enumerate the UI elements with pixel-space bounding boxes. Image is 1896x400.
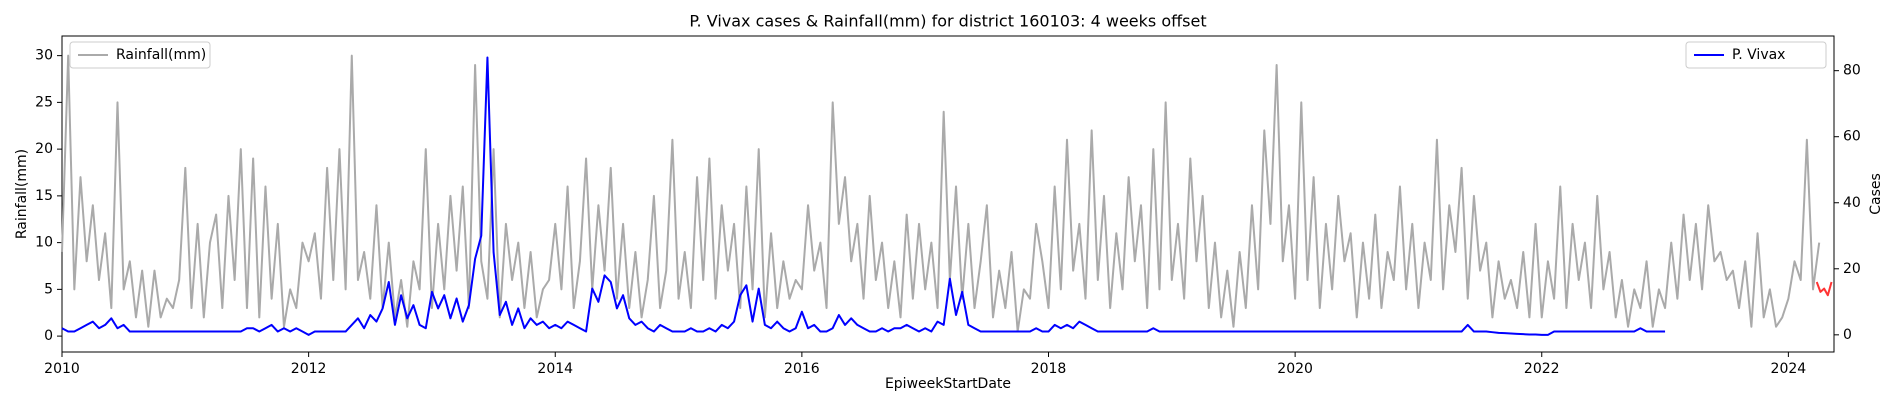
legend-label: P. Vivax: [1732, 47, 1785, 63]
legend-box: [1685, 41, 1827, 69]
y-tick-label: 10: [35, 235, 53, 251]
x-tick-label: 2020: [1277, 361, 1313, 377]
x-tick-label: 2022: [1524, 361, 1560, 377]
x-axis-label: EpiweekStartDate: [885, 376, 1011, 392]
x-tick-label: 2012: [291, 361, 327, 377]
y-tick-label: 5: [44, 281, 53, 297]
y2-tick-label: 80: [1843, 63, 1861, 79]
x-tick-label: 2014: [537, 361, 573, 377]
y-tick-label: 25: [35, 94, 53, 110]
y-axis-label: Rainfall(mm): [14, 149, 30, 239]
plot-frame: [61, 35, 1835, 353]
y-tick-label: 30: [35, 48, 53, 64]
y-tick-label: 15: [35, 188, 53, 204]
series-line: [1815, 281, 1833, 297]
y-tick-label: 0: [44, 328, 53, 344]
y2-tick-label: 60: [1843, 129, 1861, 145]
y2-tick-label: 40: [1843, 195, 1861, 211]
x-tick-label: 2010: [44, 361, 80, 377]
legend-label: Rainfall(mm): [116, 47, 206, 63]
y2-tick-label: 0: [1843, 327, 1852, 343]
legend-box: [69, 41, 211, 69]
chart-title: P. Vivax cases & Rainfall(mm) for distri…: [689, 12, 1206, 31]
x-tick-label: 2016: [784, 361, 820, 377]
x-tick-label: 2018: [1031, 361, 1067, 377]
x-tick-label: 2024: [1771, 361, 1807, 377]
y2-tick-label: 20: [1843, 261, 1861, 277]
y-tick-label: 20: [35, 141, 53, 157]
y2-axis-label: Cases: [1868, 173, 1884, 215]
series-line: [61, 56, 1666, 336]
series-line: [61, 54, 1821, 333]
